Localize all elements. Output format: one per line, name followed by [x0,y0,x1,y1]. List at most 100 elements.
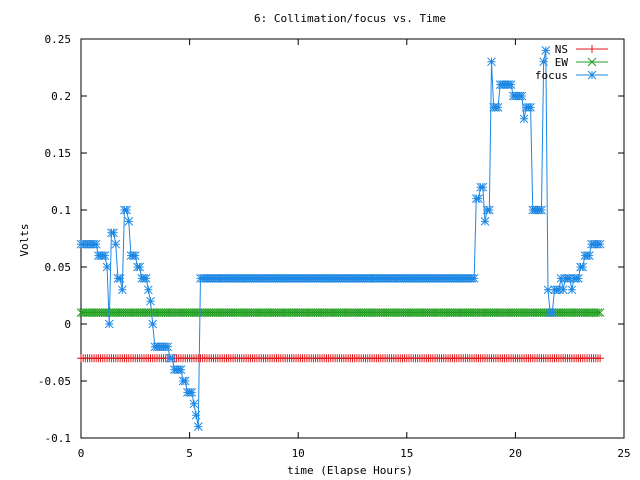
data-point-ew [109,308,118,317]
data-point-focus [91,239,101,249]
data-point-ew [402,308,412,317]
data-point-ew [480,308,490,317]
data-point-ew [489,308,499,317]
data-point-ew [556,308,566,317]
data-point-ew [135,308,144,317]
data-point-ew [183,308,192,317]
data-point-ew [385,308,394,317]
data-point-ew [170,308,179,317]
data-point-ew [219,308,229,317]
data-point-ew [378,308,388,317]
data-point-ew [498,308,507,317]
data-point-focus [584,251,594,260]
data-point-ew [387,308,396,317]
data-point-ew [196,308,205,317]
data-point-ew [591,308,601,317]
data-point-ew [115,308,125,317]
data-point-focus [193,422,203,431]
data-point-ew [128,308,138,317]
data-point-ew [359,308,368,317]
data-point-focus [180,376,190,386]
data-point-ew [269,308,279,317]
data-point-ew [580,308,590,317]
data-point-ew [148,308,158,317]
data-point-ew [469,308,479,317]
data-point-ew [315,308,325,317]
data-point-ew [189,308,199,317]
data-point-ew [395,308,405,317]
data-point-ew [458,308,468,317]
data-point-ew [561,308,570,317]
data-point-ew [380,308,390,317]
data-point-ew [300,308,310,317]
data-point-ew [587,308,596,317]
data-point-ew [574,308,583,317]
data-point-focus [469,274,479,283]
y-tick-label: 0.25 [45,33,72,46]
plot-area-frame [80,38,625,439]
data-point-ew [563,308,572,317]
legend-label-focus: focus [535,69,568,82]
data-point-ew [180,308,190,317]
data-point-ew [493,308,503,317]
data-point-ew [537,308,546,317]
data-point-focus [493,103,503,112]
data-point-ew [332,308,342,317]
data-point-ew [243,308,253,317]
data-point-ew [280,308,290,317]
data-point-focus [167,353,177,363]
data-point-ew [282,308,292,317]
y-tick-label: 0.15 [45,147,72,160]
y-tick-label: -0.05 [38,375,71,388]
data-point-ew [213,308,223,317]
data-point-ew [582,308,592,317]
data-point-ew [524,308,533,317]
data-point-focus [143,285,153,295]
data-point-ew [285,308,294,317]
data-point-ew [554,308,564,317]
data-point-ew [339,308,349,317]
data-point-focus [148,319,158,329]
data-point-ew [528,308,538,317]
data-point-ew [408,308,418,317]
data-point-ew [154,308,164,317]
data-point-ew [352,308,362,317]
data-point-ew [133,308,142,317]
data-point-ew [478,308,488,317]
data-point-focus [517,91,527,101]
x-tick-label: 0 [78,447,85,460]
data-point-ew [454,308,464,317]
data-point-ew [274,308,284,317]
data-point-ew [441,308,451,317]
data-point-ew [400,308,409,317]
data-point-ew [532,308,542,317]
data-point-focus [595,239,605,249]
data-point-ew [474,308,483,317]
data-point-ew [330,308,340,317]
data-point-ew [348,308,357,317]
data-point-focus [100,251,110,260]
data-point-ew [272,308,281,317]
data-point-ew [350,308,360,317]
data-point-ew [172,308,181,317]
data-point-ew [139,308,149,317]
data-point-ew [521,308,531,317]
data-point-focus [519,114,529,124]
data-point-ew [565,308,575,317]
data-point-ew [515,308,525,317]
data-point-ew [252,308,262,317]
legend-label-ew: EW [555,56,569,69]
data-point-ew [83,308,92,317]
data-point-focus [539,57,548,67]
data-point-ew [278,308,288,317]
data-point-focus [111,239,121,249]
data-point-ew [421,308,431,317]
data-point-ew [484,308,494,317]
x-tick-label: 10 [292,447,305,460]
data-point-ew [85,308,95,317]
data-point-ew [476,308,486,317]
data-point-ew [482,308,492,317]
data-point-ew [267,308,277,317]
data-point-ew [506,308,516,317]
